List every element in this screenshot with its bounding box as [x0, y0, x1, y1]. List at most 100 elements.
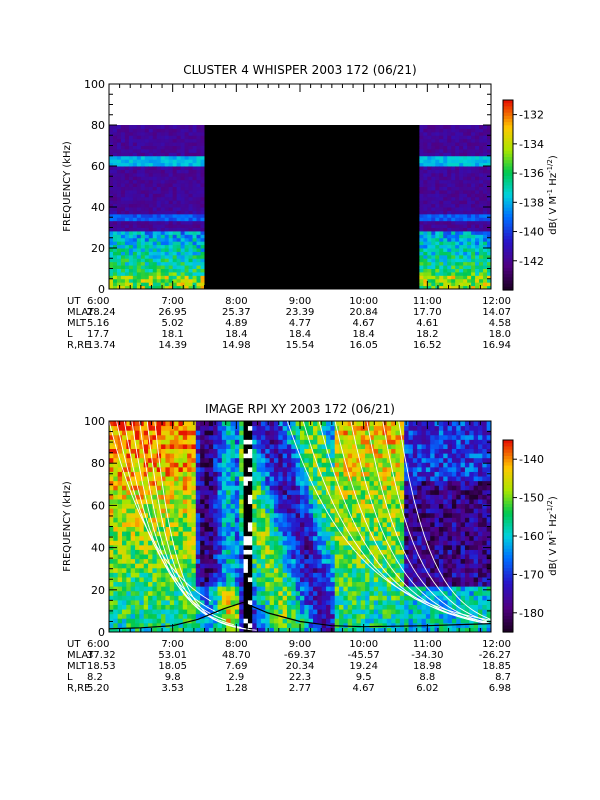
spectrogram-cell: [184, 186, 190, 191]
spectrogram-cell: [375, 213, 381, 218]
spectrogram-cell: [152, 271, 158, 276]
spectrogram-cell: [144, 148, 150, 153]
spectrogram-cell: [327, 172, 333, 177]
spectrogram-cell: [355, 193, 361, 198]
spectrogram-cell: [419, 234, 424, 239]
spectrogram-cell: [331, 217, 337, 222]
spectrogram-cell: [228, 251, 233, 256]
spectrogram-cell: [232, 258, 237, 263]
spectrogram-cell: [260, 265, 265, 269]
spectrogram-cell: [180, 176, 186, 181]
spectrogram-cell: [296, 193, 301, 198]
spectrogram-cell: [248, 213, 253, 218]
spectrogram-cell: [371, 125, 377, 129]
spectrogram-cell: [343, 176, 349, 181]
spectrogram-cell: [339, 271, 345, 276]
spectrogram-cell: [284, 254, 289, 259]
spectrogram-cell: [252, 220, 257, 225]
spectrogram-cell: [355, 230, 361, 235]
spectrogram-cell: [204, 268, 209, 273]
spectrogram-cell: [160, 217, 166, 222]
spectrogram-cell: [467, 148, 472, 153]
spectrogram-cell: [113, 535, 119, 541]
spectrogram-cell: [148, 200, 154, 205]
spectrogram-cell: [455, 254, 460, 259]
spectrogram-cell: [109, 244, 114, 249]
spectrogram-cell: [383, 275, 389, 280]
spectrogram-cell: [335, 224, 341, 228]
spectrogram-cell: [292, 248, 297, 252]
spectrogram-cell: [475, 148, 480, 153]
spectrogram-cell: [224, 135, 229, 140]
spectrogram-cell: [300, 254, 305, 259]
spectrogram-cell: [172, 145, 178, 150]
spectrogram-cell: [300, 138, 305, 143]
spectrogram-cell: [164, 271, 170, 276]
spectrogram-cell: [224, 183, 229, 187]
spectrogram-cell: [351, 131, 357, 136]
spectrogram-cell: [435, 193, 440, 198]
spectrogram-cell: [471, 210, 476, 215]
spectrogram-cell: [220, 166, 225, 170]
spectrogram-cell: [367, 213, 373, 218]
spectrogram-cell: [112, 234, 118, 239]
spectrogram-cell: [140, 210, 146, 215]
spectrogram-cell: [212, 275, 217, 280]
spectrogram-cell: [113, 489, 119, 495]
spectrogram-cell: [292, 265, 297, 269]
spectrogram-cell: [180, 155, 186, 160]
spectrogram-cell: [359, 176, 365, 181]
spectrogram-cell: [244, 203, 249, 208]
spectrogram-cell: [359, 271, 365, 276]
spectrogram-cell: [359, 186, 365, 191]
spectrogram-cell: [351, 135, 357, 140]
spectrogram-cell: [144, 278, 150, 283]
spectrogram-cell: [427, 200, 432, 205]
spectrogram-cell: [240, 193, 245, 198]
spectrogram-cell: [311, 237, 317, 242]
spectrogram-cell: [256, 271, 261, 276]
spectrogram-cell: [300, 282, 305, 287]
spectrogram-cell: [335, 159, 341, 164]
spectrogram-cell: [117, 563, 123, 569]
spectrogram-cell: [208, 210, 213, 215]
spectrogram-cell: [355, 241, 361, 246]
spectrogram-cell: [343, 210, 349, 215]
spectrogram-cell: [152, 152, 158, 157]
spectrogram-cell: [280, 155, 285, 160]
spectrogram-cell: [471, 248, 476, 252]
spectrogram-cell: [335, 261, 341, 266]
spectrogram-cell: [232, 183, 237, 187]
spectrogram-cell: [443, 217, 448, 222]
spectrogram-cell: [475, 220, 480, 225]
spectrogram-cell: [391, 169, 396, 174]
spectrogram-cell: [184, 142, 190, 146]
spectrogram-cell: [180, 162, 186, 167]
spectrogram-cell: [208, 237, 213, 242]
spectrogram-cell: [343, 148, 349, 153]
spectrogram-cell: [479, 169, 484, 174]
spectrogram-cell: [216, 230, 221, 235]
spectrogram-cell: [327, 162, 333, 167]
spectrogram-cell: [375, 251, 381, 256]
spectrogram-cell: [343, 213, 349, 218]
spectrogram-cell: [232, 155, 237, 160]
spectrogram-cell: [112, 258, 118, 263]
spectrogram-cell: [419, 155, 424, 160]
spectrogram-cell: [319, 227, 325, 232]
spectrogram-cell: [459, 271, 464, 276]
spectrogram-cell: [303, 268, 309, 273]
spectrogram-cell: [176, 189, 182, 194]
spectrogram-cell: [487, 128, 492, 133]
spectrogram-cell: [487, 278, 492, 283]
spectrogram-cell: [315, 258, 321, 263]
spectrogram-cell: [212, 125, 217, 129]
spectrogram-cell: [379, 189, 385, 194]
spectrogram-cell: [176, 193, 182, 198]
spectrogram-cell: [184, 166, 190, 170]
spectrogram-cell: [439, 275, 444, 280]
spectrogram-cell: [359, 179, 365, 184]
spectrogram-cell: [236, 179, 241, 184]
spectrogram-cell: [240, 179, 245, 184]
spectrogram-cell: [379, 285, 385, 290]
